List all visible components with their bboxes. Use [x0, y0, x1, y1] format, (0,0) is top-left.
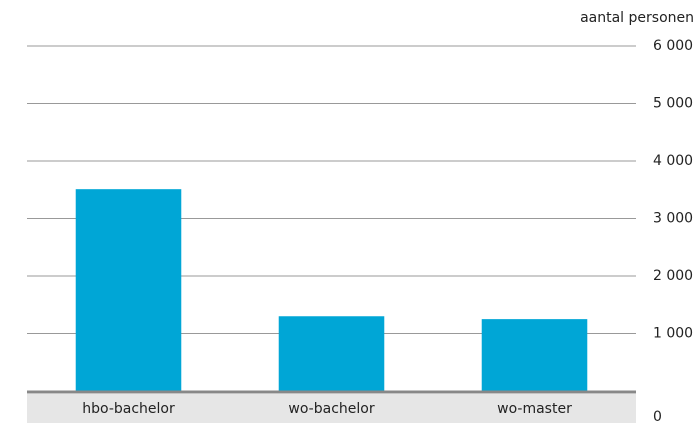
- y-tick-label: 5 000: [653, 96, 693, 112]
- bar: [75, 189, 182, 391]
- y-axis-title: aantal personen: [580, 10, 694, 26]
- x-tick-label: wo-bachelor: [288, 401, 374, 417]
- x-tick-label: hbo-bachelor: [82, 401, 175, 417]
- bar: [278, 316, 385, 391]
- y-tick-label: 2 000: [653, 268, 693, 284]
- y-tick-label: 1 000: [653, 326, 693, 342]
- bar: [481, 319, 588, 391]
- y-tick-label: 0: [653, 409, 662, 423]
- category-band: [27, 394, 636, 423]
- y-tick-label: 6 000: [653, 38, 693, 54]
- y-tick-label: 4 000: [653, 153, 693, 169]
- y-tick-label: 3 000: [653, 211, 693, 227]
- x-tick-label: wo-master: [497, 401, 572, 417]
